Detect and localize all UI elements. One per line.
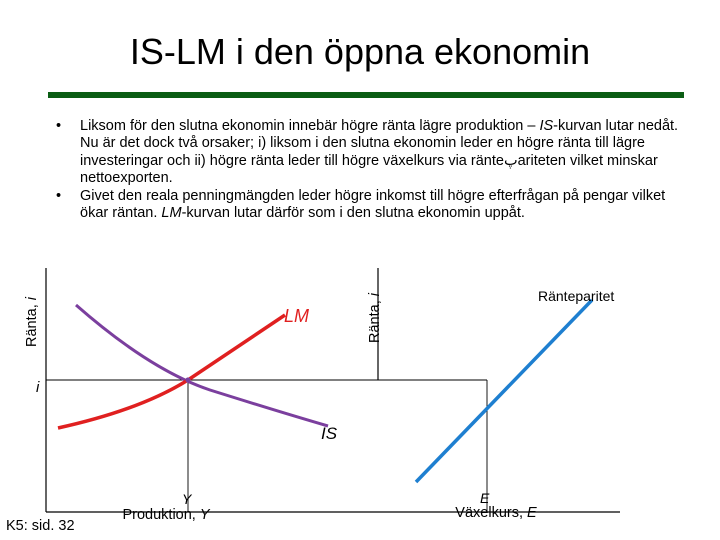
bullet-2-text-b: -kurvan lutar därför som i den slutna ek… [181, 205, 525, 222]
islm-y-axis-label-text: Ränta, [24, 300, 40, 347]
islm-y-axis-label: Ränta, i [24, 296, 40, 347]
bullet-marker: • [56, 118, 62, 134]
bullet-item-1: • Liksom för den slutna ekonomin innebär… [56, 118, 692, 188]
islm-y-tick-label: i [36, 379, 40, 396]
parity-y-axis-label-text: Ränta, [367, 296, 383, 343]
islm-x-axis-label-var: Y [200, 507, 211, 523]
bullet-1-term-is: IS [539, 118, 554, 134]
parity-chart: Ränteparitet E Växelkurs, E Ränta, i [367, 268, 620, 521]
islm-chart: LM IS i Y Produktion, Y Ränta, i [24, 268, 394, 523]
bullet-list: • Liksom för den slutna ekonomin innebär… [56, 118, 692, 222]
islm-x-axis-label-text: Produktion, [122, 507, 199, 523]
lm-curve [57, 313, 286, 430]
bullet-2-text-a: Givet den reala penningmängden leder hög… [80, 187, 666, 222]
bullet-1-text-a: Liksom för den slutna ekonomin innebär h… [80, 118, 540, 134]
slide-title: IS-LM i den öppna ekonomin [129, 31, 591, 72]
parity-y-axis-label-var: i [367, 292, 383, 296]
bullet-2-term-lm: LM [161, 205, 182, 222]
bullet-1-text-b: -kurvan lutar nedåt. Nu är det dock två … [80, 118, 679, 187]
equilibrium-point [185, 377, 191, 383]
interest-parity-label: Ränteparitet [538, 288, 614, 304]
interest-parity-line [414, 298, 594, 484]
bullet-marker: • [56, 187, 62, 204]
islm-x-axis-label: Produktion, Y [122, 507, 210, 523]
slide-reference: K5: sid. 32 [6, 518, 75, 534]
bullet-item-2: • Givet den reala penningmängden leder h… [56, 188, 692, 223]
islm-y-axis-label-var: i [24, 296, 40, 300]
parity-x-tick-label: E [480, 490, 490, 506]
islm-x-tick-label: Y [182, 491, 193, 507]
is-curve-label: IS [321, 424, 338, 443]
parity-x-axis-label-text: Växelkurs, [455, 505, 527, 521]
parity-x-axis-label-var: E [527, 505, 537, 521]
title-divider [48, 92, 684, 98]
parity-y-axis-label: Ränta, i [367, 292, 383, 343]
is-curve [75, 303, 329, 428]
parity-x-axis-label: Växelkurs, E [455, 505, 537, 521]
lm-curve-label: LM [284, 306, 309, 326]
